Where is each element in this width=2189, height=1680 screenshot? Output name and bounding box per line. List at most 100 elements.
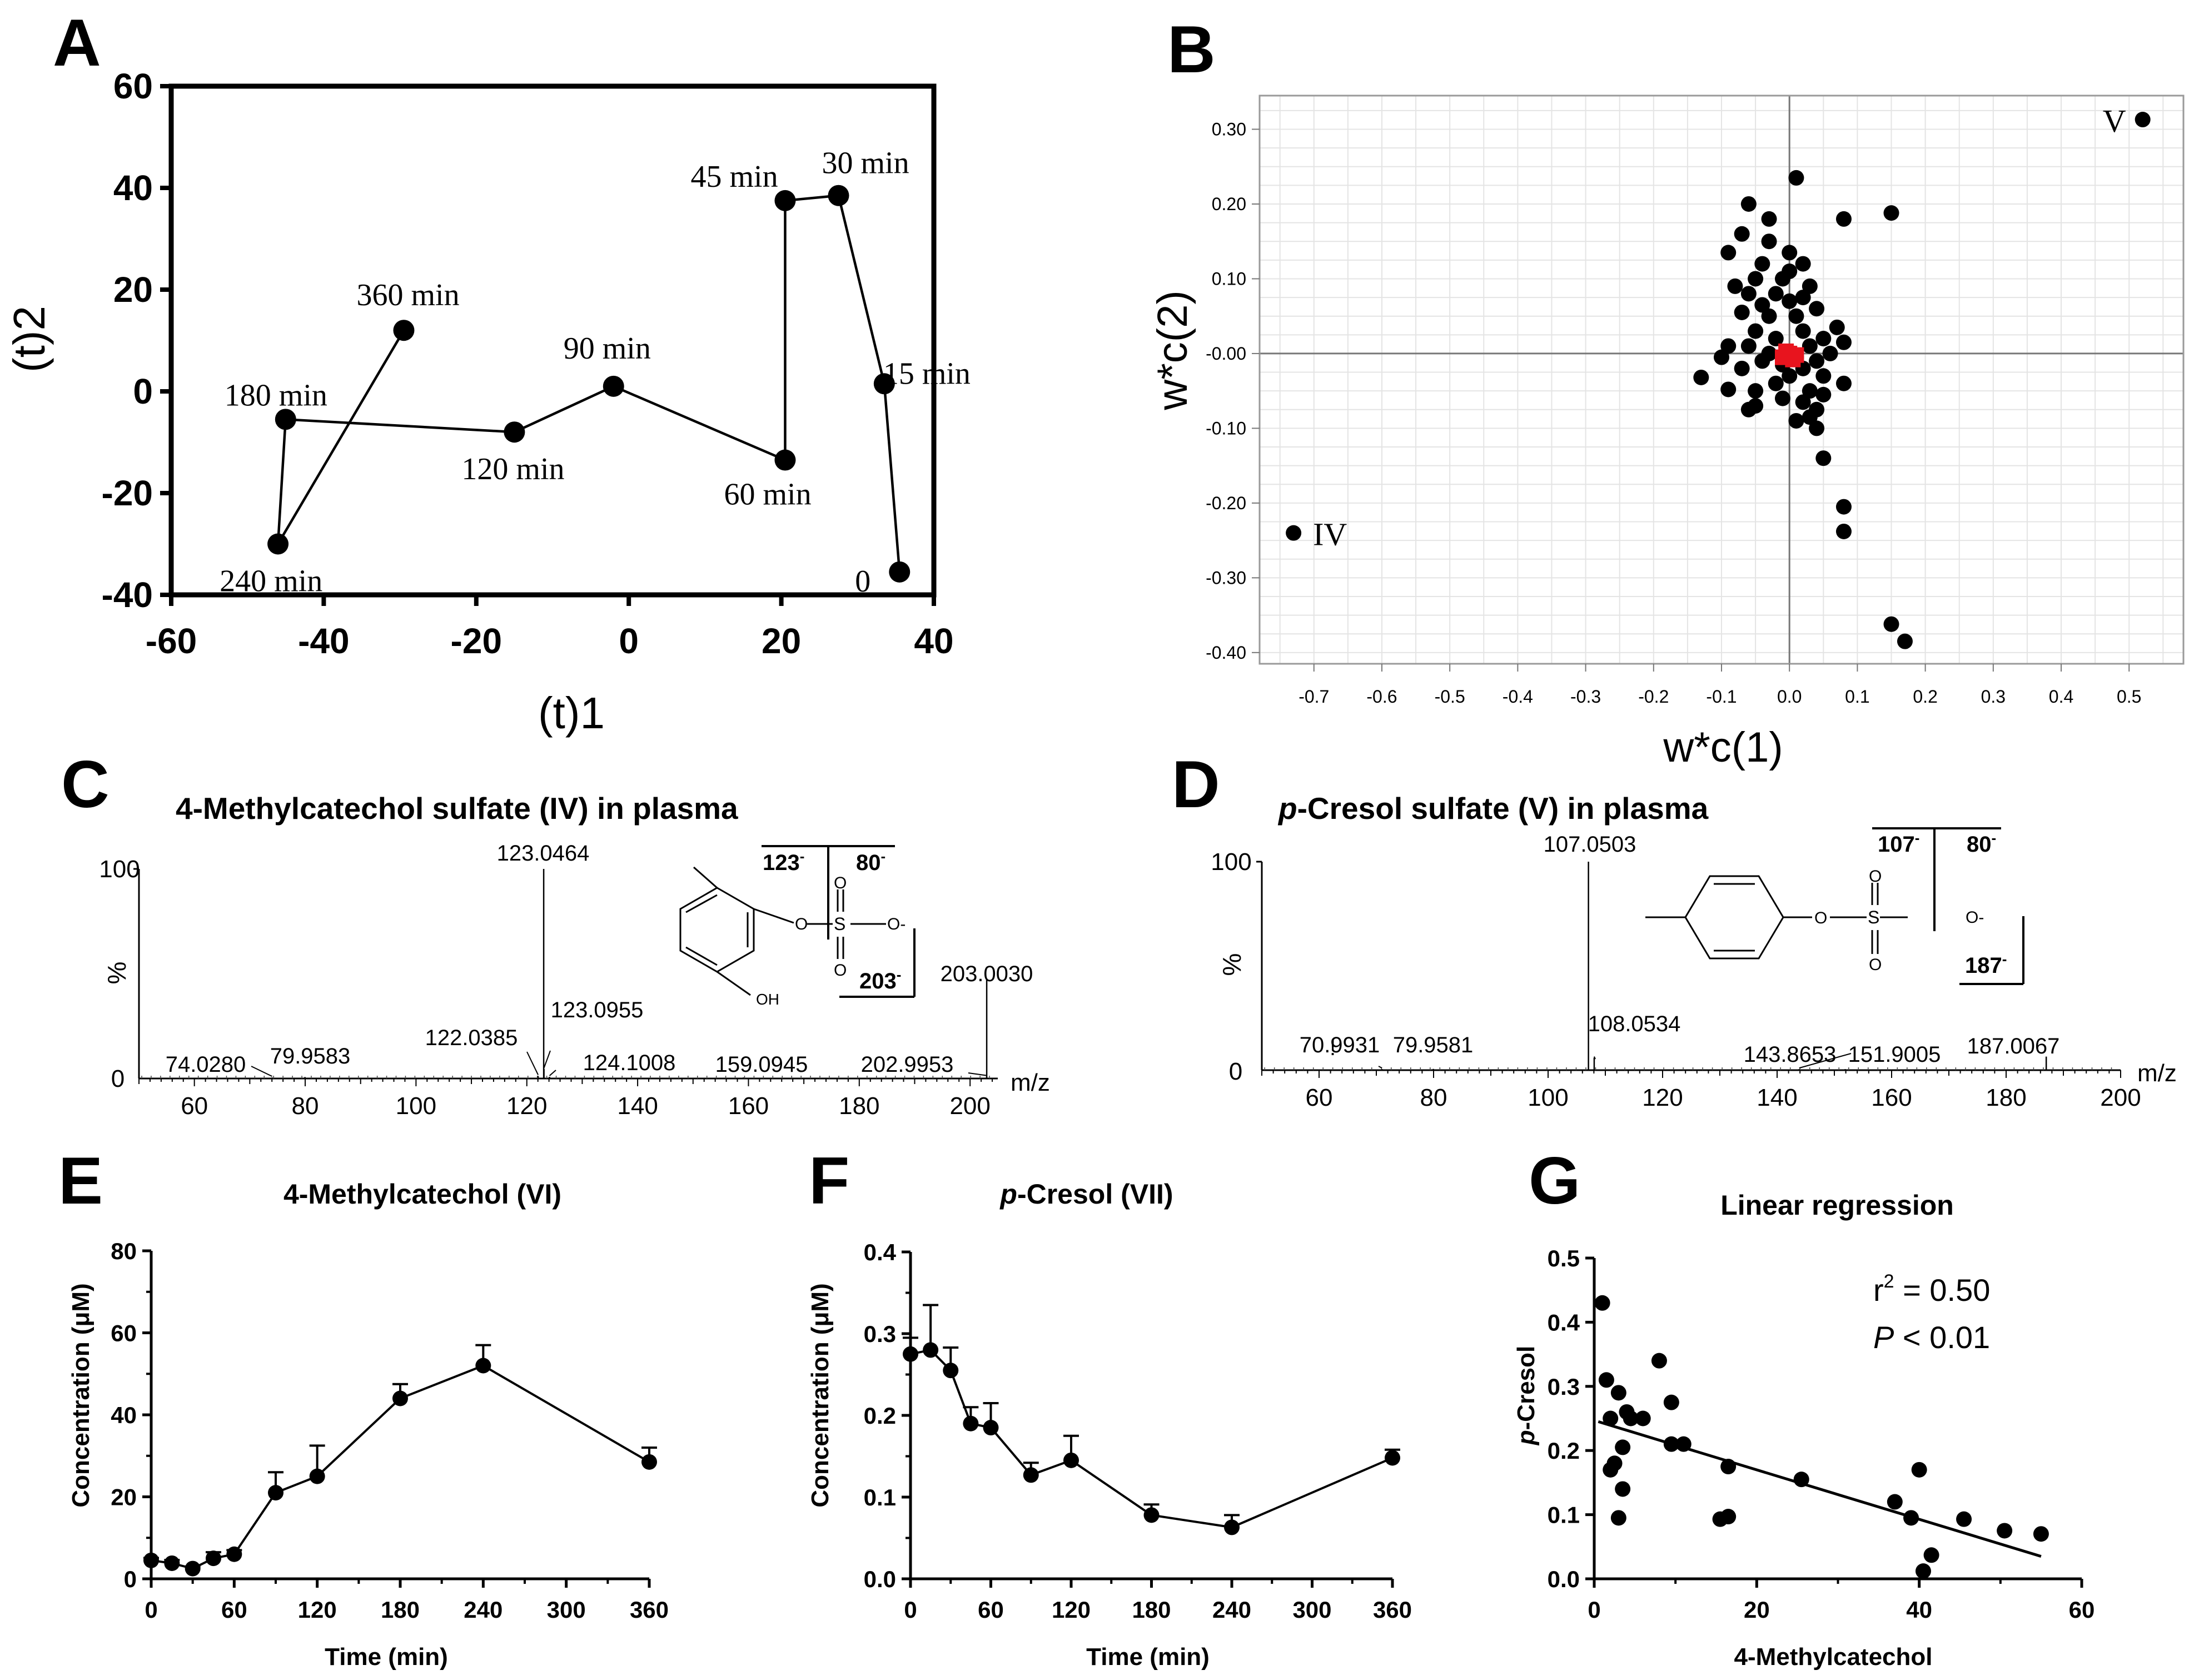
x-tick-label-b: -0.6 — [1366, 687, 1397, 707]
x-tick-label: 0 — [904, 1597, 917, 1623]
x-tick-label: 80 — [292, 1092, 319, 1120]
scatter-point — [1651, 1353, 1667, 1369]
y-tick-label-b: 0.20 — [1212, 194, 1246, 214]
peak-leader-line — [968, 1072, 987, 1076]
time-point-marker — [603, 375, 624, 397]
x-tick-label: 200 — [949, 1092, 990, 1120]
data-point — [1063, 1452, 1079, 1468]
x-tick-label: 40 — [1906, 1597, 1932, 1623]
scatter-point — [1603, 1410, 1619, 1426]
scatter-point — [1610, 1385, 1626, 1401]
time-point-marker — [774, 449, 796, 471]
y-tick-label: 0.0 — [864, 1566, 896, 1592]
o-minus-label-d: O- — [1966, 908, 1984, 927]
spectrum-axes-c: 60 80 100 120 140 160 180 200 — [133, 868, 998, 1120]
loading-point — [1883, 616, 1899, 632]
loading-point — [1809, 301, 1825, 317]
y-axis-label-e: Concentration (μM) — [67, 1283, 94, 1507]
fragment-123-c: 123- — [763, 848, 804, 875]
peak-leader-line — [549, 1070, 556, 1076]
peak-label: 79.9583 — [270, 1044, 351, 1068]
time-point-label: 0 — [855, 564, 870, 599]
scatter-point — [1887, 1494, 1903, 1510]
loading-point — [1802, 278, 1818, 294]
x-tick-label: 100 — [396, 1092, 436, 1120]
y-tick-label: 0.3 — [1548, 1374, 1580, 1400]
loading-point — [1761, 211, 1777, 227]
loading-point — [1761, 233, 1777, 250]
x-tick-label: 20 — [1744, 1597, 1770, 1623]
x-tick-label-a: -20 — [451, 621, 503, 661]
x-tick-label: 140 — [1757, 1084, 1797, 1111]
loading-point — [1802, 383, 1818, 399]
y-100-c: 100 — [99, 856, 140, 883]
x-tick-label: 100 — [1528, 1084, 1568, 1111]
series-line — [151, 1364, 650, 1570]
loading-point — [1809, 353, 1825, 369]
data-point — [923, 1342, 939, 1358]
data-point — [1385, 1450, 1400, 1466]
panel-d: D p-Cresol sulfate (V) in plasma 100 0 %… — [1172, 747, 2177, 1111]
x-tick-label: 60 — [2069, 1597, 2095, 1623]
chart-title-f: p-Cresol (VII) — [999, 1179, 1173, 1210]
structure-labels-d: O S O O O- 107- 80- 187- — [1814, 829, 2007, 978]
series-line — [910, 1349, 1393, 1529]
x-tick-label-b: 0.5 — [2117, 687, 2141, 707]
y-tick-label-b: -0.10 — [1206, 418, 1246, 438]
scatter-point — [2033, 1526, 2049, 1542]
y-tick-label-b: -0.20 — [1206, 493, 1246, 513]
x-tick-label: 120 — [1642, 1084, 1683, 1111]
scatter-point — [1610, 1510, 1626, 1526]
x-tick-label: 60 — [1306, 1084, 1333, 1111]
panel-letter-g: G — [1529, 1144, 1580, 1218]
loading-point — [1815, 386, 1832, 402]
labeled-loading-point — [2135, 112, 2151, 128]
y-tick-label: 60 — [111, 1320, 137, 1346]
scatter-point — [1675, 1436, 1692, 1452]
time-point-marker — [393, 320, 415, 341]
x-tick-label-b: 0.2 — [1913, 687, 1937, 707]
loading-point — [1788, 308, 1804, 324]
x-tick-label-a: -60 — [146, 621, 197, 661]
o-bottom-label-c: O — [834, 961, 847, 980]
scatter-point — [1623, 1410, 1639, 1426]
x-axis-label-f: Time (min) — [1086, 1643, 1210, 1671]
x-tick-label-b: -0.5 — [1435, 687, 1465, 707]
loading-point — [1740, 338, 1757, 354]
peak-label: 123.0464 — [497, 841, 590, 866]
s-label-c: S — [834, 914, 845, 934]
loading-point — [1883, 205, 1899, 221]
panel-c: C 4-Methylcatechol sulfate (IV) in plasm… — [61, 747, 1050, 1120]
scatter-point — [1615, 1439, 1631, 1455]
x-tick-label: 140 — [617, 1092, 658, 1120]
peak-label: 74.0280 — [166, 1052, 246, 1077]
y-tick-label: 0.1 — [864, 1484, 896, 1510]
axis-ticks-b: -0.7 -0.6 -0.5 -0.4 -0.3 -0.2 -0.1 0.0 0.1 0.2 0.3… — [1206, 120, 2141, 707]
scatter-point — [1615, 1481, 1631, 1497]
x-tick-label-b: -0.3 — [1570, 687, 1601, 707]
loading-point — [1795, 256, 1811, 272]
y-percent-d: % — [1217, 953, 1246, 976]
time-point-label: 180 min — [225, 378, 327, 412]
highlight-point — [1785, 351, 1801, 367]
loading-point — [1734, 360, 1750, 376]
trajectory-points: 0 15 min 30 min 45 min 60 min 90 min 120 min 18… — [220, 146, 971, 599]
fragment-187-d: 187- — [1965, 951, 2007, 978]
peak-leader-line — [526, 1051, 539, 1075]
structure-p-cresol-sulfate — [1645, 827, 2024, 985]
scatter-point — [1606, 1455, 1623, 1472]
peak-label: 123.0955 — [551, 998, 644, 1022]
panel-letter-b: B — [1167, 12, 1216, 87]
y-tick-label-a: 0 — [133, 371, 153, 411]
x-tick-label: 180 — [381, 1597, 420, 1623]
y-tick-label: 0.1 — [1548, 1502, 1580, 1528]
time-point-label: 45 min — [690, 160, 778, 194]
time-point-marker — [267, 533, 289, 555]
x-tick-label-b: -0.7 — [1299, 687, 1329, 707]
x-tick-label: 360 — [1373, 1597, 1412, 1623]
peak-label: 122.0385 — [425, 1026, 518, 1050]
x-tick-label: 160 — [1871, 1084, 1912, 1111]
peak-label: 151.9005 — [1848, 1042, 1941, 1067]
loading-point — [1897, 633, 1913, 649]
